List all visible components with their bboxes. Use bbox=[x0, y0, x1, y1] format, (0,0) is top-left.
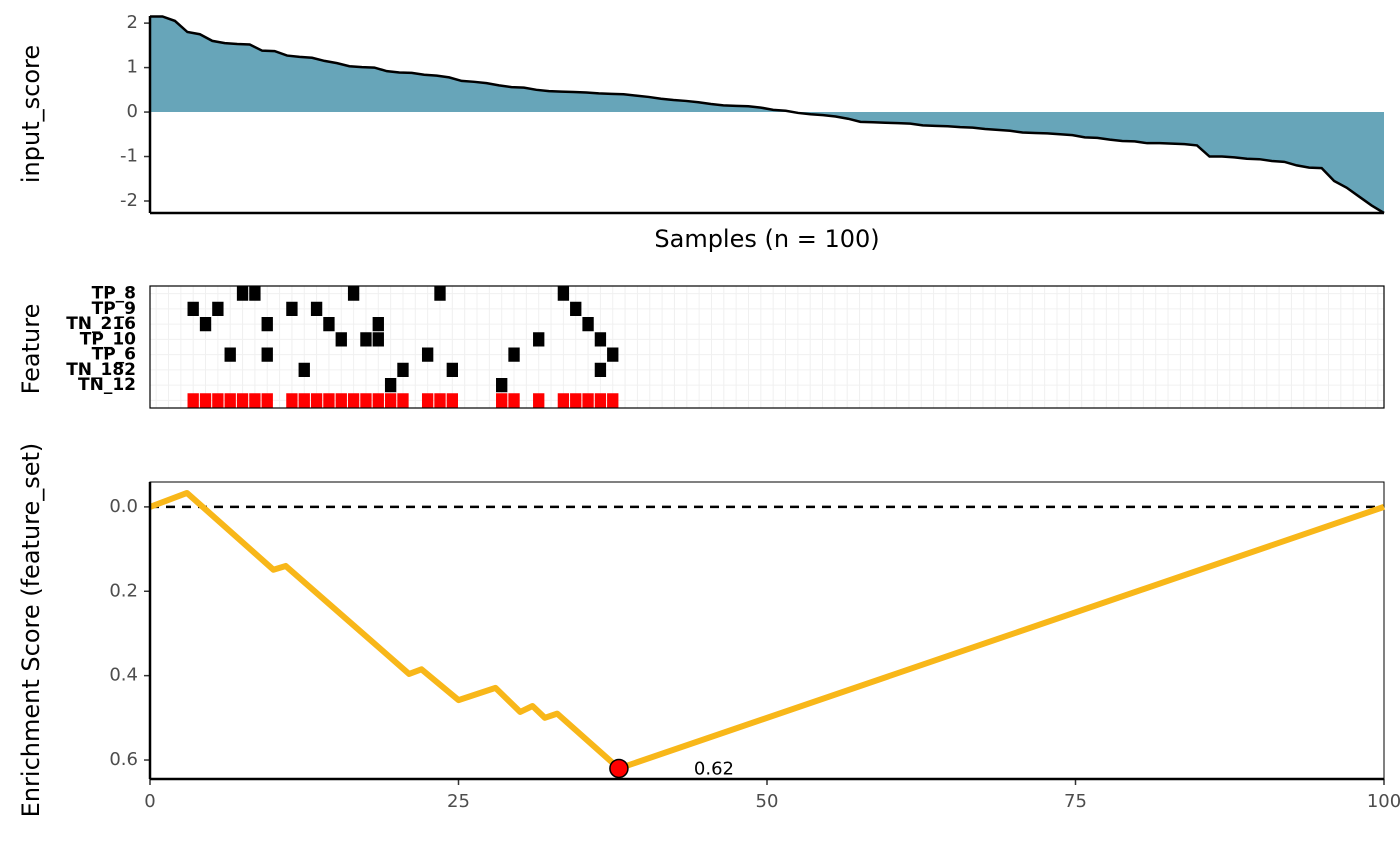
tile bbox=[286, 301, 298, 316]
tile bbox=[199, 317, 212, 332]
row-label: TP_9 bbox=[92, 299, 136, 319]
y-tick-label: 0.6 bbox=[109, 749, 138, 770]
tile bbox=[298, 393, 310, 408]
tile bbox=[582, 317, 594, 332]
tile bbox=[533, 332, 545, 347]
tile bbox=[286, 393, 298, 408]
tile bbox=[261, 393, 273, 408]
tile bbox=[372, 393, 384, 408]
tile bbox=[236, 286, 249, 301]
y-tick-label: 0.4 bbox=[109, 665, 138, 686]
es-line bbox=[148, 489, 1385, 772]
row-label: TN_216 bbox=[66, 314, 136, 334]
tile bbox=[607, 393, 619, 408]
x-tick-label: 25 bbox=[447, 791, 470, 812]
x-tick-label: 50 bbox=[756, 791, 779, 812]
area-line bbox=[150, 15, 1385, 215]
tile bbox=[434, 393, 446, 408]
tile bbox=[347, 393, 360, 408]
y-tick-label: -2 bbox=[120, 190, 138, 211]
tile bbox=[446, 362, 458, 377]
tile bbox=[347, 286, 360, 301]
tile bbox=[496, 393, 508, 408]
tile bbox=[372, 332, 384, 347]
tile bbox=[199, 393, 212, 408]
row-label: TP_6 bbox=[92, 345, 136, 365]
panel-border bbox=[149, 481, 1385, 780]
tile bbox=[582, 393, 594, 408]
row-label: TP_10 bbox=[80, 329, 136, 349]
tile bbox=[335, 332, 347, 347]
tile bbox=[434, 286, 446, 301]
tile bbox=[323, 393, 335, 408]
y-tick-label: 1 bbox=[127, 57, 138, 78]
y-tick-label: 0.0 bbox=[109, 496, 138, 517]
tile bbox=[421, 393, 434, 408]
tile bbox=[360, 332, 372, 347]
tile bbox=[594, 362, 607, 377]
y-tick-label: -1 bbox=[120, 146, 138, 167]
tile bbox=[384, 378, 397, 393]
tile bbox=[224, 393, 236, 408]
tile bbox=[323, 317, 335, 332]
tile bbox=[397, 362, 409, 377]
row-label: TN_182 bbox=[66, 360, 136, 380]
tile bbox=[570, 393, 582, 408]
tile bbox=[249, 286, 261, 301]
tile bbox=[570, 301, 582, 316]
x-tick-label: 75 bbox=[1064, 791, 1087, 812]
tile bbox=[261, 347, 273, 362]
tile bbox=[557, 286, 570, 301]
tile bbox=[508, 393, 520, 408]
tile bbox=[212, 393, 224, 408]
peak-label: 0.62 bbox=[694, 758, 734, 779]
tile bbox=[298, 362, 310, 377]
tile bbox=[533, 393, 545, 408]
tile bbox=[384, 393, 397, 408]
row-label: TP_8 bbox=[92, 284, 136, 304]
panel-border bbox=[149, 285, 1385, 409]
tile bbox=[594, 393, 607, 408]
tile bbox=[607, 347, 619, 362]
tile bbox=[557, 393, 570, 408]
area-fill bbox=[150, 16, 1384, 213]
tile bbox=[249, 393, 261, 408]
x-tick-label: 100 bbox=[1367, 791, 1400, 812]
tile bbox=[360, 393, 372, 408]
tile bbox=[236, 393, 249, 408]
tile bbox=[310, 393, 323, 408]
tile bbox=[310, 301, 323, 316]
tile bbox=[508, 347, 520, 362]
tile bbox=[224, 347, 236, 362]
y-tick-label: 2 bbox=[127, 12, 138, 33]
y-axis-title: input_score bbox=[17, 45, 45, 183]
peak-point bbox=[609, 758, 629, 779]
tile bbox=[421, 347, 434, 362]
y-axis-title: Feature bbox=[17, 304, 45, 395]
tile bbox=[335, 393, 347, 408]
tile bbox=[212, 301, 224, 316]
y-axis-title: Enrichment Score (feature_set) bbox=[17, 443, 45, 818]
tile bbox=[594, 332, 607, 347]
tile bbox=[261, 317, 273, 332]
y-tick-label: 0 bbox=[127, 101, 138, 122]
tile bbox=[397, 393, 409, 408]
tile bbox=[496, 378, 508, 393]
tile bbox=[187, 301, 199, 316]
x-tick-label: 0 bbox=[144, 791, 155, 812]
tile bbox=[446, 393, 458, 408]
x-axis-title: Samples (n = 100) bbox=[654, 225, 879, 253]
row-label: TN_12 bbox=[78, 375, 136, 395]
tile bbox=[187, 393, 199, 408]
tile bbox=[372, 317, 384, 332]
y-tick-label: 0.2 bbox=[109, 580, 138, 601]
